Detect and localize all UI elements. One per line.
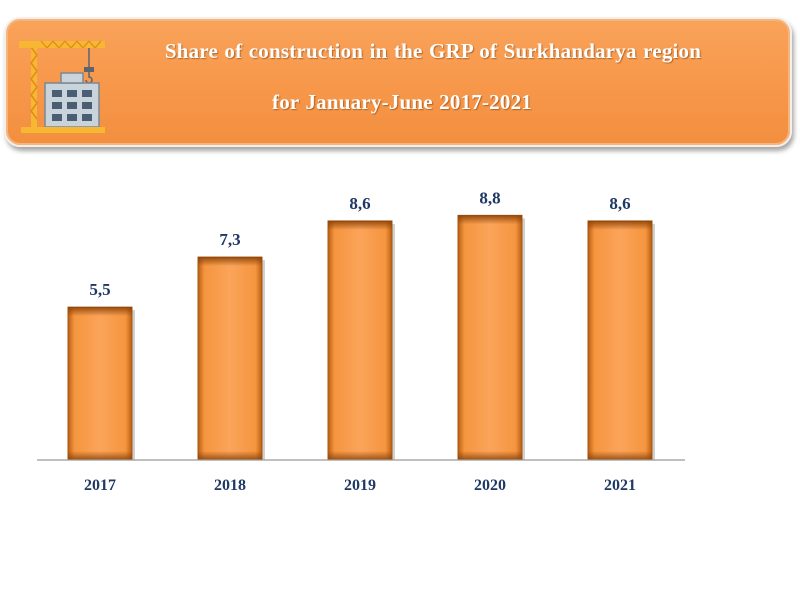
bar-2020 [457,214,525,461]
bar-bevel-top [328,220,392,230]
data-label-2019: 8,6 [349,194,370,213]
bar-bevel-top [68,307,132,317]
x-tick-label-2019: 2019 [344,477,376,494]
data-label-2020: 8,8 [479,188,500,207]
bar-bevel-bottom [458,451,522,460]
x-tick-label-2017: 2017 [84,477,116,494]
title-banner: Share of construction in the GRP of Surk… [4,17,792,147]
bar-rect [587,220,653,461]
bar-bevel-top [588,220,652,230]
chart-title-line-2: for January-June 2017-2021 [272,90,532,114]
x-tick-label-2018: 2018 [214,477,246,494]
bar-bevel-bottom [328,451,392,460]
bar-2019 [327,220,395,461]
data-label-2021: 8,6 [609,194,630,213]
bar-rect [457,214,523,461]
bar-bevel-top [458,215,522,225]
bar-bevel-bottom [68,451,132,460]
bar-2018 [197,256,265,461]
bar-rect [197,256,263,461]
chart-title-line-1: Share of construction in the GRP of Surk… [164,39,702,63]
data-label-2018: 7,3 [219,230,240,249]
labels-group: 5,5 2017 7,3 2018 8,6 2019 8,8 2020 8,6 2021 [84,188,636,494]
bars-group [67,214,655,461]
bar-bevel-top [198,257,262,267]
bar-rect [327,220,393,461]
bar-bevel-bottom [588,451,652,460]
bar-rect [67,306,133,461]
x-tick-label-2020: 2020 [474,477,506,494]
construction-crane-building-icon [19,40,105,133]
data-label-2017: 5,5 [89,280,110,299]
bar-bevel-bottom [198,451,262,460]
bar-2021 [587,220,655,461]
x-tick-label-2021: 2021 [604,477,636,494]
bar-2017 [67,306,135,461]
